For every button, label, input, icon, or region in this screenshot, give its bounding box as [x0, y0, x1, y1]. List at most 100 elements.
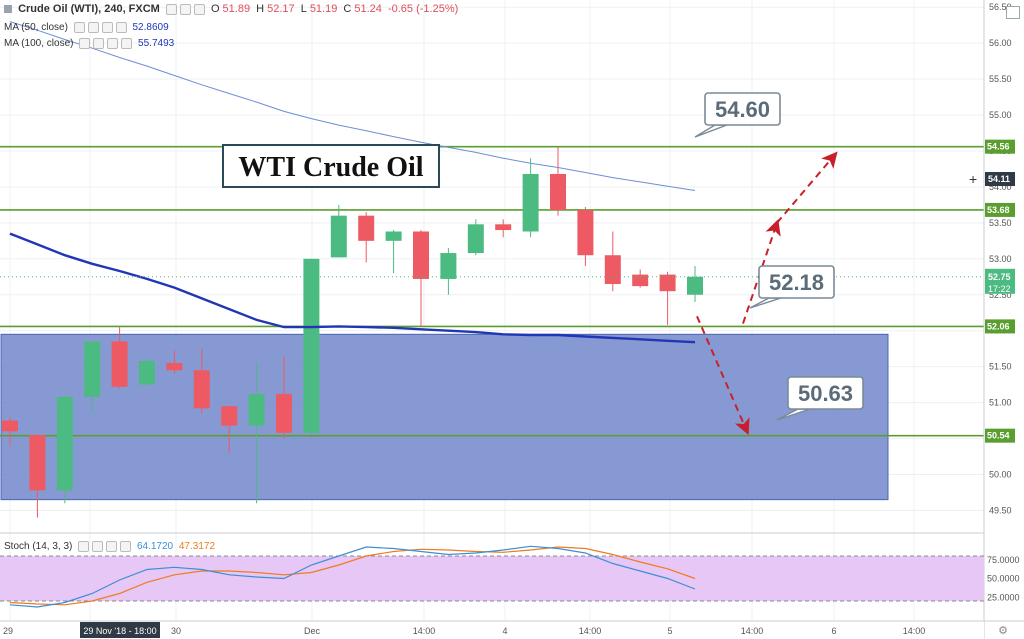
eye-icon[interactable]: [87, 22, 99, 33]
callout-box: [787, 376, 864, 410]
candle-body: [687, 276, 703, 295]
callout-text: 50.63: [798, 381, 853, 406]
alert-icon[interactable]: [1006, 6, 1020, 19]
settings-icon[interactable]: [73, 22, 85, 33]
settings-icon[interactable]: [78, 541, 90, 552]
stoch-tick-label: 75.0000: [987, 555, 1020, 565]
more-icon[interactable]: [121, 38, 133, 49]
title-box: [222, 144, 440, 188]
candle-body: [522, 173, 539, 232]
ma50-legend: MA (50, close) 52.8609: [4, 22, 172, 33]
ma100-line: [9, 21, 696, 191]
more-icon[interactable]: [120, 541, 132, 552]
symbol-name: Crude Oil (WTI), 240, FXCM: [18, 3, 160, 15]
level-price-tag: [985, 319, 1015, 334]
price-tick-label: 49.50: [989, 505, 1012, 515]
ma50-value: 52.8609: [132, 22, 169, 34]
settings-icon: ⚙: [998, 625, 1008, 637]
close-icon[interactable]: [193, 3, 205, 15]
crosshair-price-tag: [985, 172, 1015, 187]
price-tick-label: 53.00: [989, 254, 1012, 264]
candle-body: [440, 253, 457, 279]
ma50-label: MA (50, close): [4, 22, 68, 34]
close-icon[interactable]: [106, 541, 118, 552]
time-tick-label: 14:00: [413, 626, 436, 636]
time-tick-label: 6: [831, 626, 836, 636]
candle-body: [385, 231, 402, 241]
high-value: 52.17: [267, 3, 295, 15]
candle-body: [29, 434, 46, 491]
level-price-label: 50.54: [987, 431, 1010, 441]
title-text: WTI Crude Oil: [238, 152, 423, 183]
more-icon[interactable]: [115, 22, 127, 33]
crosshair-price-label: 54.11: [988, 174, 1010, 184]
candle-body: [413, 231, 429, 279]
open-value: 51.89: [222, 3, 251, 15]
price-tick-label: 53.50: [989, 218, 1012, 228]
price-tick-label: 55.50: [989, 74, 1012, 84]
candle-body: [139, 360, 155, 385]
price-tick-label: 56.50: [989, 2, 1012, 12]
stoch-tick-label: 50.0000: [987, 574, 1020, 584]
current-price-tag: [985, 268, 1015, 294]
time-tick-label: 5: [667, 626, 672, 636]
eye-icon[interactable]: [93, 38, 105, 49]
close-value: 51.24: [354, 3, 382, 15]
high-label: H: [256, 3, 265, 15]
stoch-label: Stoch (14, 3, 3): [4, 541, 73, 553]
candle-body: [111, 341, 128, 387]
candle-body: [276, 393, 292, 433]
candle-body: [358, 215, 375, 241]
price-tick-label: 51.50: [989, 362, 1012, 372]
candle-body: [166, 363, 183, 371]
ma50-line: [9, 232, 696, 344]
time-tick-label: 14:00: [903, 626, 926, 636]
candle-body: [550, 173, 566, 210]
candle-body: [193, 370, 210, 409]
stoch-k-value: 64.1720: [136, 541, 174, 553]
chart-title: WTI Crude Oil: [222, 144, 440, 188]
bearish-arrow: [696, 315, 750, 436]
stoch-band: [0, 556, 984, 601]
time-tooltip-label: 29 Nov '18 - 18:00: [83, 626, 156, 636]
close-label: C: [343, 3, 352, 15]
time-tick-label: 4: [502, 626, 507, 636]
stoch-tick-label: 25.0000: [987, 592, 1020, 602]
price-callout: 50.63: [776, 376, 864, 421]
candle-body: [632, 274, 649, 287]
time-tick-label: 29: [3, 626, 13, 636]
candle-body: [577, 209, 594, 256]
settings-icon[interactable]: [79, 38, 91, 49]
time-tick-label: 14:00: [579, 626, 602, 636]
level-price-label: 53.68: [987, 205, 1010, 215]
open-label: O: [210, 3, 220, 15]
price-tick-label: 54.00: [989, 182, 1012, 192]
price-tick-label: 55.00: [989, 110, 1012, 120]
candle-body: [303, 258, 320, 433]
stoch-d-line: [9, 546, 696, 606]
settings-icon[interactable]: [165, 3, 177, 15]
eye-icon[interactable]: [179, 3, 191, 15]
level-price-label: 52.06: [987, 321, 1010, 331]
candle-body: [330, 215, 347, 258]
candle-body: [248, 393, 265, 426]
price-callout: 54.60: [694, 92, 781, 138]
bullish-arrow-2: [776, 151, 838, 224]
callout-text: 52.18: [769, 270, 824, 295]
stoch-k-line: [9, 545, 696, 608]
candle-body: [56, 396, 73, 491]
candle-body: [2, 420, 18, 432]
crosshair-plus-icon: +: [969, 171, 977, 187]
time-tick-label: 14:00: [741, 626, 764, 636]
close-icon[interactable]: [107, 38, 119, 49]
close-icon[interactable]: [101, 22, 113, 33]
level-price-tag: [985, 428, 1015, 443]
price-tick-label: 56.00: [989, 38, 1012, 48]
callout-box: [704, 92, 781, 126]
candle-body: [604, 255, 621, 284]
eye-icon[interactable]: [92, 541, 104, 552]
level-price-label: 54.56: [987, 142, 1010, 152]
candle-body: [84, 341, 101, 397]
price-callout: 52.18: [749, 265, 835, 309]
